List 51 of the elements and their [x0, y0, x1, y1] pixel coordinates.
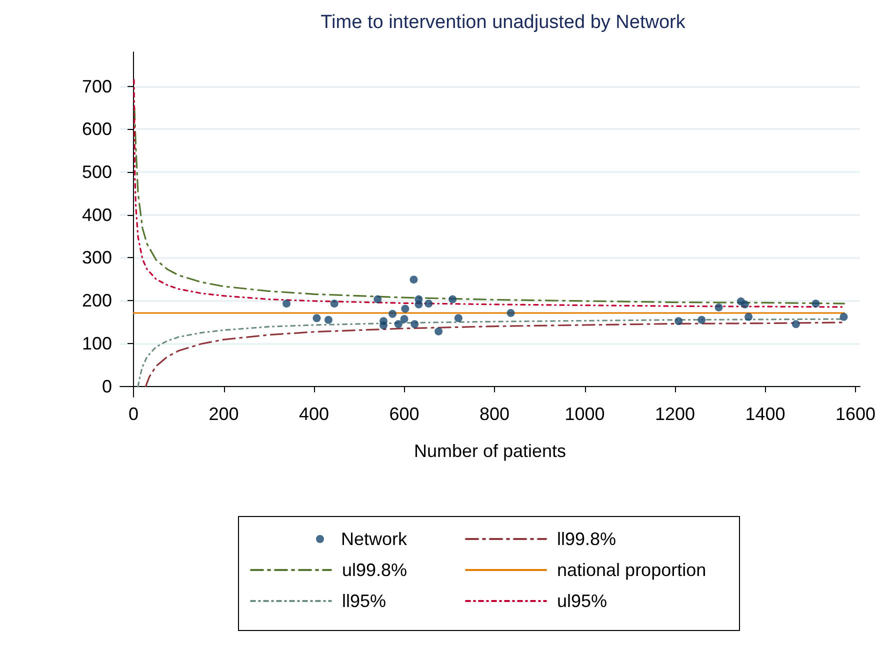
x-tick-label: 0: [128, 404, 139, 424]
legend-label: Network: [341, 529, 408, 549]
y-tick-label: 200: [82, 290, 112, 311]
legend-label: national proportion: [557, 560, 706, 580]
point: [394, 320, 402, 328]
x-tick-label: 400: [299, 404, 330, 424]
point: [410, 320, 419, 328]
y-tick-label: 0: [102, 376, 112, 396]
x-tick-label: 1400: [745, 404, 786, 424]
y-tick-label: 500: [82, 162, 112, 182]
point: [454, 314, 462, 322]
y-tick-label: 400: [82, 204, 112, 225]
x-tick-label: 800: [479, 404, 510, 424]
legend-label: ul95%: [557, 591, 608, 611]
point: [324, 316, 332, 324]
point: [424, 300, 433, 308]
point: [312, 314, 321, 322]
point: [400, 315, 408, 323]
point: [282, 300, 290, 308]
y-tick-label: 600: [82, 119, 112, 140]
point: [448, 295, 457, 304]
point: [840, 312, 848, 321]
point: [380, 321, 388, 330]
point: [698, 316, 706, 324]
y-tick-label: 300: [82, 248, 112, 268]
point: [401, 304, 410, 313]
x-tick-label: 1000: [564, 404, 605, 424]
y-tick-label: 100: [82, 333, 112, 354]
point: [674, 317, 683, 326]
point: [740, 300, 749, 308]
point: [744, 312, 753, 321]
legend-label: ll95%: [342, 591, 386, 611]
x-tick-label: 600: [389, 404, 420, 424]
chart-title: Time to intervention unadjusted by Network: [320, 12, 686, 33]
x-tick-label: 1600: [835, 404, 876, 424]
y-tick-label: 700: [82, 76, 112, 96]
point: [388, 310, 397, 318]
x-tick-label: 200: [208, 404, 239, 424]
point: [714, 303, 723, 312]
legend-label: ll99.8%: [557, 529, 616, 549]
point: [374, 295, 382, 304]
point: [434, 327, 443, 336]
legend-label: ul99.8%: [342, 560, 408, 580]
point: [792, 320, 800, 328]
point: [414, 300, 423, 308]
point: [330, 300, 338, 308]
point: [410, 276, 418, 284]
x-tick-label: 1200: [654, 404, 696, 424]
point: [812, 300, 820, 308]
x-axis-title: Number of patients: [414, 441, 566, 461]
point: [506, 309, 515, 317]
